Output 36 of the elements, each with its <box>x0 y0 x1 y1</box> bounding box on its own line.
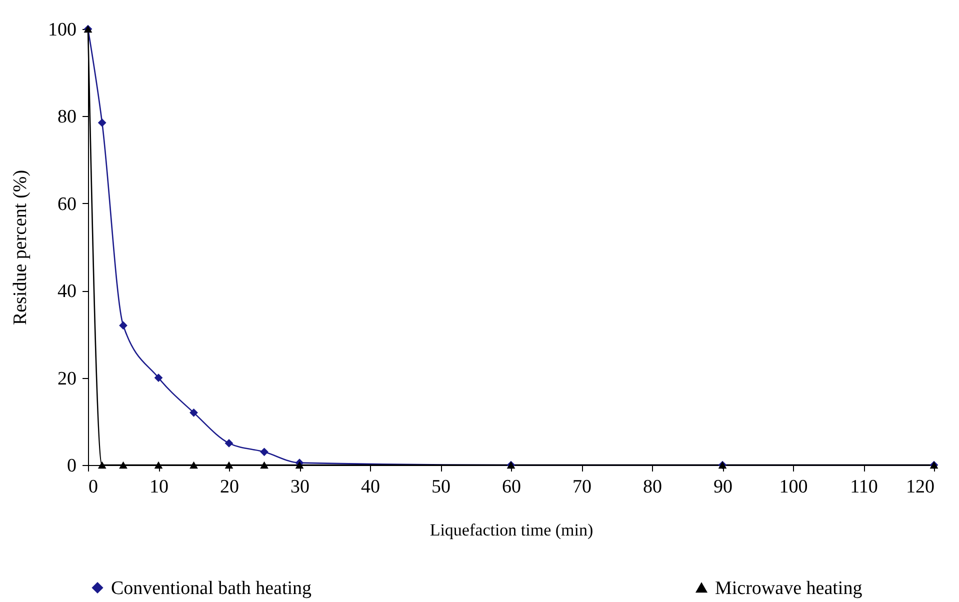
point <box>119 461 128 469</box>
x-tick-label: 70 <box>572 476 592 498</box>
x-tick-label: 20 <box>220 476 239 498</box>
point <box>260 448 268 456</box>
y-tick-label: 60 <box>58 194 76 215</box>
point <box>295 461 304 469</box>
y-tick-label: 80 <box>58 106 76 128</box>
point <box>98 461 106 469</box>
point <box>224 461 234 469</box>
y-tick-label: 40 <box>58 281 76 302</box>
point <box>154 374 163 382</box>
point <box>119 321 128 330</box>
x-tick-label: 60 <box>502 476 521 498</box>
y-axis-title: Residue percent (%) <box>10 170 31 326</box>
x-tick-label: 80 <box>643 476 662 498</box>
point <box>190 461 198 469</box>
point <box>154 461 163 469</box>
y-tick-label: 100 <box>48 20 76 40</box>
x-axis-title: Liquefaction time (min) <box>430 520 594 540</box>
point <box>190 408 198 417</box>
x-tick-label: 40 <box>361 476 380 498</box>
x-tick-label: 110 <box>850 476 878 498</box>
x-tick-label: 120 <box>906 476 934 498</box>
x-tick-label: 100 <box>779 476 808 498</box>
x-tick-label: 90 <box>714 476 732 498</box>
x-tick-label: 10 <box>150 476 168 498</box>
x-tick-label: 30 <box>290 476 310 498</box>
y-tick-label: 0 <box>67 456 76 476</box>
point <box>224 439 234 448</box>
legend-label: Microwave heating <box>715 578 863 599</box>
point <box>98 118 106 127</box>
x-tick-label: 50 <box>432 476 450 498</box>
x-tick-label: 0 <box>88 476 98 498</box>
legend-label: Conventional bath heating <box>111 578 312 599</box>
y-tick-label: 20 <box>58 368 76 390</box>
point <box>260 461 268 469</box>
